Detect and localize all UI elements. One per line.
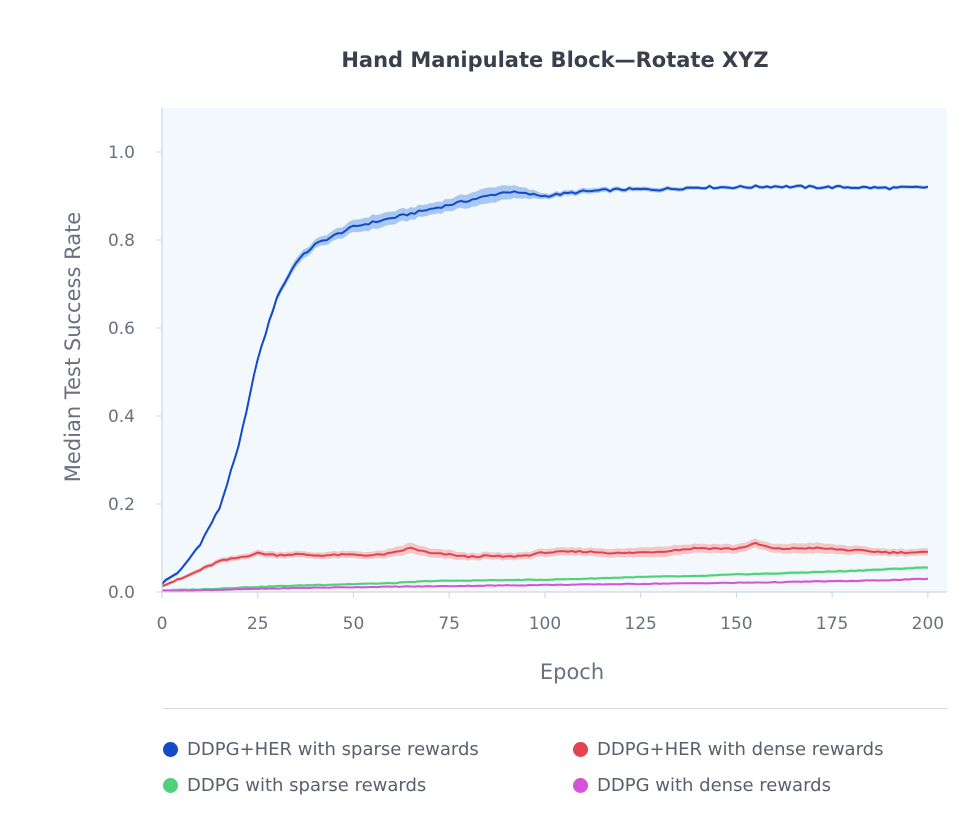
chart-title: Hand Manipulate Block—Rotate XYZ [341,48,768,72]
x-tick-labels: 0 25 50 75 100 125 150 175 200 [157,614,944,634]
y-tick-label: 1.0 [108,143,135,163]
x-tick-label: 200 [912,614,944,634]
x-tick-label: 100 [529,614,561,634]
legend-item-ddpg-her-sparse[interactable]: DDPG+HER with sparse rewards [163,739,479,760]
legend-label: DDPG with sparse rewards [187,775,427,796]
x-tick-label: 0 [157,614,168,634]
plot-background [162,108,947,592]
chart: Hand Manipulate Block—Rotate XYZ 0 25 50 75… [61,48,947,684]
x-tick-label: 175 [816,614,848,634]
legend-item-ddpg-her-dense[interactable]: DDPG+HER with dense rewards [573,739,883,760]
x-tick-label: 150 [720,614,752,634]
y-axis-label: Median Test Success Rate [61,212,85,482]
series-band [162,538,928,588]
legend-swatch-icon [573,742,588,757]
y-tick-labels: 0.0 0.2 0.4 0.6 0.8 1.0 [108,143,135,603]
y-tick-label: 0.0 [108,583,135,603]
y-tick-label: 0.2 [108,495,135,515]
series-line [161,541,928,588]
series-lines [161,184,929,593]
x-tick-label: 125 [624,614,656,634]
series-line [161,566,928,592]
y-tick-label: 0.4 [108,407,135,427]
legend-label: DDPG+HER with dense rewards [597,739,884,760]
legend-label: DDPG+HER with sparse rewards [187,739,479,760]
legend-swatch-icon [163,778,178,793]
x-tick-label: 25 [247,614,269,634]
x-tick-label: 50 [343,614,365,634]
legend: DDPG+HER with sparse rewards DDPG+HER wi… [163,708,948,796]
y-tick-label: 0.6 [108,319,135,339]
x-axis-label: Epoch [540,660,604,684]
x-tick-label: 75 [438,614,460,634]
legend-swatch-icon [163,742,178,757]
y-tick-label: 0.8 [108,231,135,251]
legend-swatch-icon [573,778,588,793]
series-line [161,184,929,585]
axes [156,108,947,598]
legend-item-ddpg-sparse[interactable]: DDPG with sparse rewards [163,775,426,796]
series-line [161,577,929,593]
legend-label: DDPG with dense rewards [597,775,831,796]
legend-item-ddpg-dense[interactable]: DDPG with dense rewards [573,775,831,796]
